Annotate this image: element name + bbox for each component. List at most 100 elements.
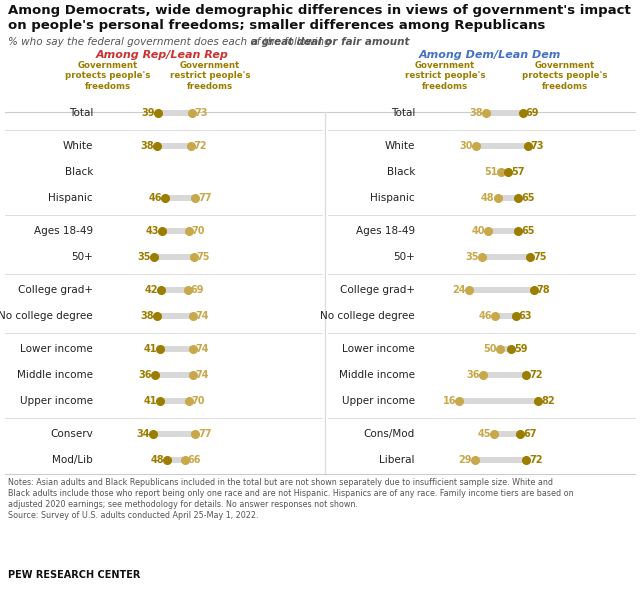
Text: 46: 46	[148, 193, 162, 203]
Text: 50: 50	[483, 344, 497, 354]
Text: College grad+: College grad+	[18, 285, 93, 295]
Text: Among Democrats, wide demographic differences in views of government's impact
on: Among Democrats, wide demographic differ…	[8, 4, 631, 33]
Text: 50+: 50+	[393, 252, 415, 262]
Text: 69: 69	[526, 108, 540, 118]
FancyBboxPatch shape	[501, 169, 508, 175]
Text: a great deal or fair amount: a great deal or fair amount	[251, 37, 410, 47]
Text: 72: 72	[529, 370, 543, 380]
Text: No college degree: No college degree	[321, 311, 415, 321]
Text: 78: 78	[536, 285, 550, 295]
Text: College grad+: College grad+	[340, 285, 415, 295]
Text: 74: 74	[196, 344, 209, 354]
Text: 70: 70	[191, 226, 205, 236]
Text: Among Dem/Lean Dem: Among Dem/Lean Dem	[419, 50, 561, 60]
Text: 65: 65	[521, 193, 534, 203]
Text: Government
protects people's
freedoms: Government protects people's freedoms	[65, 61, 150, 91]
Text: 38: 38	[141, 311, 154, 321]
Text: Black: Black	[65, 167, 93, 177]
Text: Upper income: Upper income	[20, 396, 93, 406]
Text: 75: 75	[196, 252, 210, 262]
Text: 41: 41	[144, 396, 157, 406]
FancyBboxPatch shape	[154, 431, 195, 437]
Text: Total: Total	[390, 108, 415, 118]
Text: Ages 18-49: Ages 18-49	[356, 226, 415, 236]
Text: Among Rep/Lean Rep: Among Rep/Lean Rep	[95, 50, 228, 60]
Text: 45: 45	[477, 429, 491, 439]
Text: 66: 66	[188, 455, 201, 465]
FancyBboxPatch shape	[495, 313, 516, 319]
FancyBboxPatch shape	[156, 372, 193, 378]
Text: Upper income: Upper income	[342, 396, 415, 406]
Text: Total: Total	[68, 108, 93, 118]
FancyBboxPatch shape	[160, 346, 193, 352]
Text: Hispanic: Hispanic	[49, 193, 93, 203]
Text: 48: 48	[150, 455, 164, 465]
Text: 65: 65	[521, 226, 534, 236]
Text: 63: 63	[518, 311, 532, 321]
Text: 73: 73	[195, 108, 208, 118]
Text: 43: 43	[146, 226, 159, 236]
Text: 16: 16	[443, 396, 456, 406]
FancyBboxPatch shape	[157, 313, 193, 319]
Text: Black: Black	[387, 167, 415, 177]
Text: 24: 24	[452, 285, 466, 295]
Text: 73: 73	[531, 141, 544, 151]
FancyBboxPatch shape	[165, 195, 195, 201]
Text: Conserv: Conserv	[51, 429, 93, 439]
Text: 30: 30	[460, 141, 473, 151]
Text: 72: 72	[529, 455, 543, 465]
Text: 75: 75	[533, 252, 547, 262]
Text: Liberal: Liberal	[380, 455, 415, 465]
FancyBboxPatch shape	[158, 110, 191, 116]
Text: Lower income: Lower income	[20, 344, 93, 354]
FancyBboxPatch shape	[160, 398, 189, 404]
Text: 69: 69	[191, 285, 204, 295]
Text: 40: 40	[472, 226, 485, 236]
FancyBboxPatch shape	[483, 372, 526, 378]
Text: 34: 34	[137, 429, 150, 439]
Text: 74: 74	[196, 311, 209, 321]
Text: 50+: 50+	[71, 252, 93, 262]
Text: Mod/Lib: Mod/Lib	[52, 455, 93, 465]
Text: Middle income: Middle income	[339, 370, 415, 380]
FancyBboxPatch shape	[468, 287, 534, 293]
FancyBboxPatch shape	[498, 195, 518, 201]
FancyBboxPatch shape	[475, 457, 526, 463]
Text: Cons/Mod: Cons/Mod	[364, 429, 415, 439]
FancyBboxPatch shape	[476, 143, 527, 149]
Text: Hispanic: Hispanic	[371, 193, 415, 203]
FancyBboxPatch shape	[460, 398, 538, 404]
Text: Lower income: Lower income	[342, 344, 415, 354]
Text: Government
restrict people's
freedoms: Government restrict people's freedoms	[404, 61, 485, 91]
FancyBboxPatch shape	[482, 254, 530, 260]
Text: 36: 36	[467, 370, 480, 380]
Text: 35: 35	[138, 252, 151, 262]
FancyBboxPatch shape	[154, 254, 193, 260]
Text: Government
protects people's
freedoms: Government protects people's freedoms	[522, 61, 608, 91]
Text: 39: 39	[141, 108, 156, 118]
FancyBboxPatch shape	[486, 110, 523, 116]
Text: 41: 41	[144, 344, 157, 354]
Text: 77: 77	[198, 429, 212, 439]
Text: 77: 77	[198, 193, 212, 203]
Text: Ages 18-49: Ages 18-49	[34, 226, 93, 236]
FancyBboxPatch shape	[494, 431, 520, 437]
Text: 70: 70	[191, 396, 205, 406]
Text: 48: 48	[481, 193, 495, 203]
Text: 46: 46	[479, 311, 492, 321]
Text: White: White	[385, 141, 415, 151]
Text: No college degree: No college degree	[0, 311, 93, 321]
Text: 72: 72	[193, 141, 207, 151]
Text: 59: 59	[514, 344, 527, 354]
FancyBboxPatch shape	[157, 143, 191, 149]
FancyBboxPatch shape	[167, 457, 185, 463]
Text: 57: 57	[511, 167, 525, 177]
FancyBboxPatch shape	[162, 228, 189, 234]
Text: White: White	[63, 141, 93, 151]
FancyBboxPatch shape	[500, 346, 511, 352]
FancyBboxPatch shape	[161, 287, 188, 293]
Text: 38: 38	[469, 108, 483, 118]
FancyBboxPatch shape	[488, 228, 518, 234]
Text: 42: 42	[145, 285, 158, 295]
Text: 74: 74	[196, 370, 209, 380]
